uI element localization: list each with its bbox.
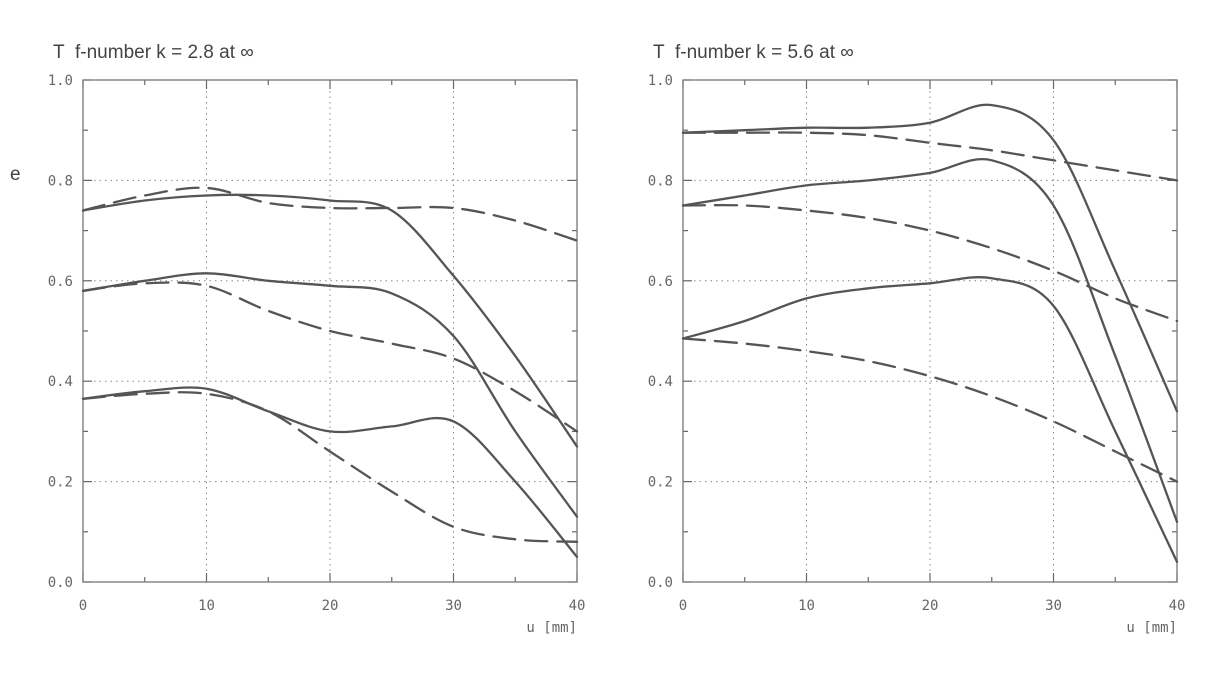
x-axis-label: u [mm] (1126, 620, 1177, 636)
series-line-6-dashed (681, 337, 1179, 483)
series-line-4-dashed (681, 203, 1179, 323)
y-tick-label: 0.0 (648, 575, 673, 591)
x-axis-label: u [mm] (526, 620, 577, 636)
y-tick-label: 0.6 (648, 274, 673, 290)
series-line-2-dashed (681, 131, 1179, 182)
x-tick-label: 10 (798, 598, 815, 614)
chart-title: f-number k = 2.8 at ∞ (75, 42, 254, 63)
y-tick-label: 0.0 (48, 575, 73, 591)
series-line-6-dashed (81, 391, 579, 543)
y-tick-label: 0.8 (48, 173, 73, 189)
x-tick-label: 0 (679, 598, 687, 614)
series-line-2-dashed (81, 186, 579, 242)
y-tick-label: 0.2 (648, 475, 673, 491)
series-line-1-solid (681, 103, 1179, 413)
y-tick-label: 0.4 (48, 374, 73, 390)
figure-fragment-letter: e (10, 164, 21, 185)
x-tick-label: 20 (922, 598, 939, 614)
x-tick-label: 0 (79, 598, 87, 614)
series-line-1-solid (81, 193, 579, 448)
x-tick-label: 40 (1169, 598, 1186, 614)
plot-frame (682, 79, 1178, 583)
chart-axis-letter: T (53, 42, 65, 63)
x-tick-label: 40 (569, 598, 586, 614)
y-tick-label: 1.0 (48, 73, 73, 89)
chart-axis-letter: T (653, 42, 665, 63)
series-line-5-solid (681, 276, 1179, 564)
plot-frame (82, 79, 578, 583)
y-tick-label: 0.8 (648, 173, 673, 189)
x-tick-label: 30 (1045, 598, 1062, 614)
y-tick-label: 0.2 (48, 475, 73, 491)
y-tick-label: 1.0 (648, 73, 673, 89)
chart-title: f-number k = 5.6 at ∞ (675, 42, 854, 63)
x-tick-label: 30 (445, 598, 462, 614)
y-tick-label: 0.4 (648, 374, 673, 390)
x-tick-label: 20 (322, 598, 339, 614)
x-tick-label: 10 (198, 598, 215, 614)
y-tick-label: 0.6 (48, 274, 73, 290)
series-line-5-solid (81, 386, 579, 559)
series-line-3-solid (81, 272, 579, 518)
series-line-3-solid (681, 158, 1179, 523)
series-line-4-dashed (81, 281, 579, 433)
